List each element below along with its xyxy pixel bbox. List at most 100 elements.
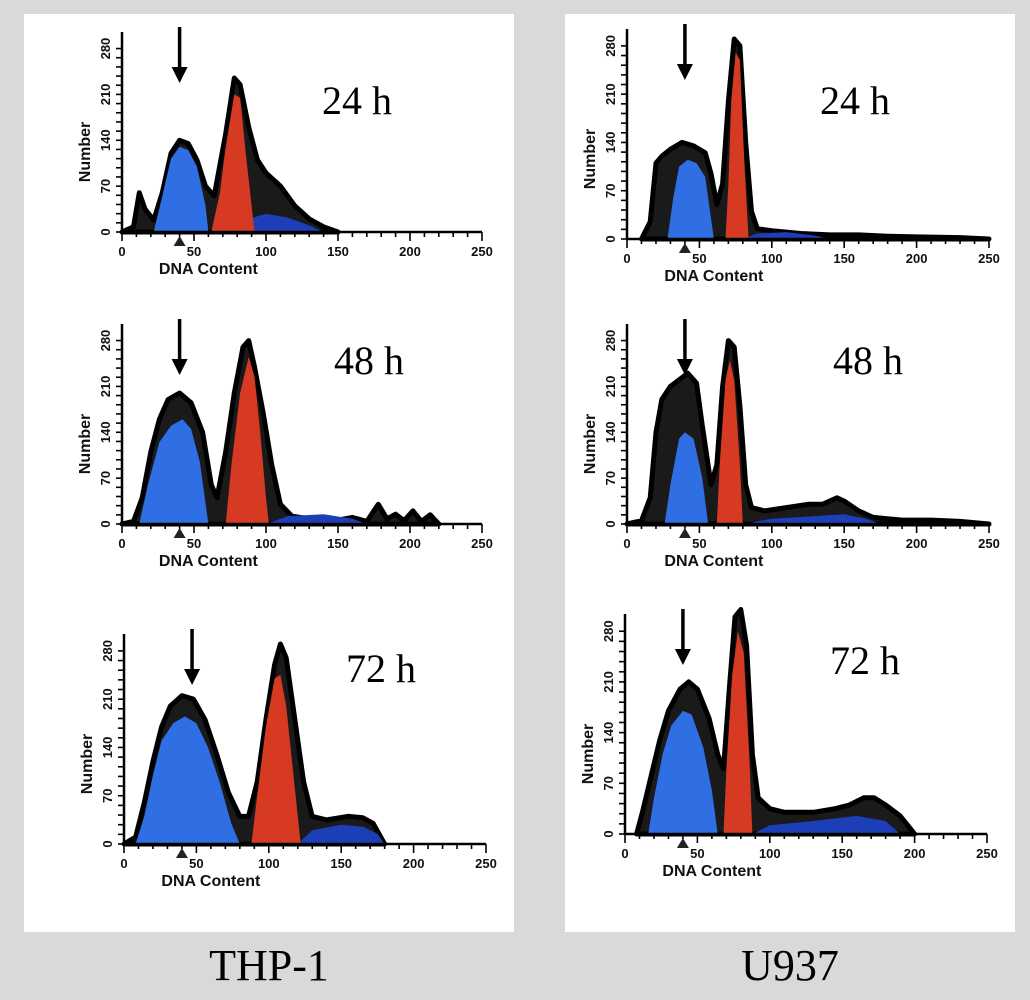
y-tick-label: 210 bbox=[98, 84, 113, 106]
column-label-thp1: THP-1 bbox=[209, 941, 329, 990]
x-tick-label: 100 bbox=[759, 846, 781, 861]
x-axis-title: DNA Content bbox=[159, 261, 259, 278]
y-tick-label: 210 bbox=[603, 376, 618, 398]
x-tick-label: 50 bbox=[187, 536, 201, 551]
x-tick-label: 150 bbox=[831, 846, 853, 861]
g2m-peak-area bbox=[723, 631, 753, 834]
y-axis-title: Number bbox=[77, 414, 94, 474]
histogram-thp1-72h: 0 50 100 150 200 250 0 70 140 210 280 DNA Content Nu… bbox=[79, 629, 497, 890]
x-tick-label: 250 bbox=[475, 856, 497, 871]
g1-peak-area bbox=[139, 419, 209, 524]
x-tick-label: 50 bbox=[189, 856, 203, 871]
y-tick-label: 0 bbox=[603, 235, 618, 242]
x-tick-label: 50 bbox=[692, 536, 706, 551]
x-tick-label: 200 bbox=[904, 846, 926, 861]
y-tick-label: 70 bbox=[98, 179, 113, 193]
y-tick-label: 280 bbox=[603, 35, 618, 57]
sphase-area bbox=[752, 815, 901, 834]
histogram-u937-48h: 0 50 100 150 200 250 0 70 140 210 280 DNA Content Nu… bbox=[582, 319, 1000, 570]
y-tick-label: 70 bbox=[603, 183, 618, 197]
g2m-peak-area bbox=[211, 94, 255, 233]
time-label: 24 h bbox=[820, 78, 890, 123]
y-tick-label: 140 bbox=[98, 421, 113, 443]
u937-panel-column bbox=[565, 14, 1015, 932]
histogram-u937-72h: 0 50 100 150 200 250 0 70 140 210 280 DNA Content Nu… bbox=[580, 607, 998, 880]
x-tick-label: 0 bbox=[118, 244, 125, 259]
time-label: 72 h bbox=[830, 638, 900, 683]
sub-g1-arrow-head bbox=[676, 359, 693, 375]
g1-peak-area bbox=[153, 146, 209, 232]
x-tick-label: 250 bbox=[976, 846, 998, 861]
y-tick-label: 280 bbox=[100, 640, 115, 662]
y-tick-label: 280 bbox=[98, 330, 113, 352]
sphase-area bbox=[297, 824, 385, 844]
g2m-peak-area bbox=[716, 360, 743, 524]
g1-peak-area bbox=[667, 159, 714, 239]
x-tick-label: 200 bbox=[403, 856, 425, 871]
x-axis-title: DNA Content bbox=[159, 553, 259, 570]
x-tick-label: 200 bbox=[399, 244, 421, 259]
x-tick-label: 50 bbox=[187, 244, 201, 259]
y-tick-label: 140 bbox=[603, 132, 618, 154]
y-axis-title: Number bbox=[79, 734, 96, 794]
gate-marker bbox=[678, 528, 691, 538]
x-tick-label: 250 bbox=[978, 251, 1000, 266]
y-tick-label: 0 bbox=[100, 840, 115, 847]
time-label: 72 h bbox=[346, 646, 416, 691]
x-tick-label: 50 bbox=[690, 846, 704, 861]
y-tick-label: 70 bbox=[100, 788, 115, 802]
x-tick-label: 150 bbox=[327, 536, 349, 551]
y-tick-label: 0 bbox=[98, 228, 113, 235]
x-axis-title: DNA Content bbox=[664, 553, 764, 570]
y-tick-label: 210 bbox=[603, 83, 618, 105]
g2m-peak-area bbox=[251, 675, 301, 844]
y-tick-label: 140 bbox=[601, 722, 616, 744]
sphase-area bbox=[742, 232, 830, 239]
histogram-thp1-48h: 0 50 100 150 200 250 0 70 140 210 280 DNA Content Nu… bbox=[77, 319, 493, 570]
x-axis-title: DNA Content bbox=[161, 873, 261, 890]
x-axis-title: DNA Content bbox=[664, 268, 764, 285]
x-tick-label: 150 bbox=[327, 244, 349, 259]
y-axis-title: Number bbox=[582, 129, 599, 189]
sub-g1-arrow-head bbox=[171, 67, 188, 83]
y-tick-label: 0 bbox=[601, 830, 616, 837]
x-tick-label: 200 bbox=[399, 536, 421, 551]
gate-marker bbox=[173, 236, 186, 246]
g1-peak-area bbox=[648, 710, 718, 834]
y-tick-label: 70 bbox=[98, 471, 113, 485]
x-tick-label: 200 bbox=[906, 251, 928, 266]
y-tick-label: 140 bbox=[100, 737, 115, 759]
y-tick-label: 70 bbox=[601, 776, 616, 790]
x-tick-label: 150 bbox=[330, 856, 352, 871]
x-tick-label: 0 bbox=[623, 251, 630, 266]
x-tick-label: 100 bbox=[258, 856, 280, 871]
sub-g1-arrow-head bbox=[674, 649, 691, 665]
x-tick-label: 100 bbox=[255, 244, 277, 259]
y-tick-label: 0 bbox=[98, 520, 113, 527]
histogram-envelope bbox=[624, 338, 992, 527]
column-label-u937: U937 bbox=[741, 941, 839, 990]
x-tick-label: 100 bbox=[761, 251, 783, 266]
g2m-peak-area bbox=[725, 52, 749, 239]
x-tick-label: 50 bbox=[692, 251, 706, 266]
x-tick-label: 0 bbox=[120, 856, 127, 871]
y-tick-label: 280 bbox=[603, 330, 618, 352]
y-axis-title: Number bbox=[582, 414, 599, 474]
sub-g1-arrow-head bbox=[171, 359, 188, 375]
gate-marker bbox=[676, 838, 689, 848]
y-tick-label: 210 bbox=[601, 671, 616, 693]
histogram-thp1-24h: 0 50 100 150 200 250 0 70 140 210 280 DNA Content Nu… bbox=[77, 27, 493, 278]
g1-peak-area bbox=[135, 716, 240, 844]
time-label: 48 h bbox=[334, 338, 404, 383]
y-tick-label: 280 bbox=[601, 620, 616, 642]
y-tick-label: 280 bbox=[98, 38, 113, 60]
g1-peak-area bbox=[664, 432, 709, 524]
sphase-area bbox=[266, 514, 367, 524]
x-tick-label: 250 bbox=[978, 536, 1000, 551]
y-tick-label: 210 bbox=[98, 376, 113, 398]
x-tick-label: 250 bbox=[471, 244, 493, 259]
x-tick-label: 100 bbox=[255, 536, 277, 551]
gate-marker bbox=[173, 528, 186, 538]
y-axis-title: Number bbox=[580, 724, 597, 784]
x-tick-label: 150 bbox=[833, 536, 855, 551]
